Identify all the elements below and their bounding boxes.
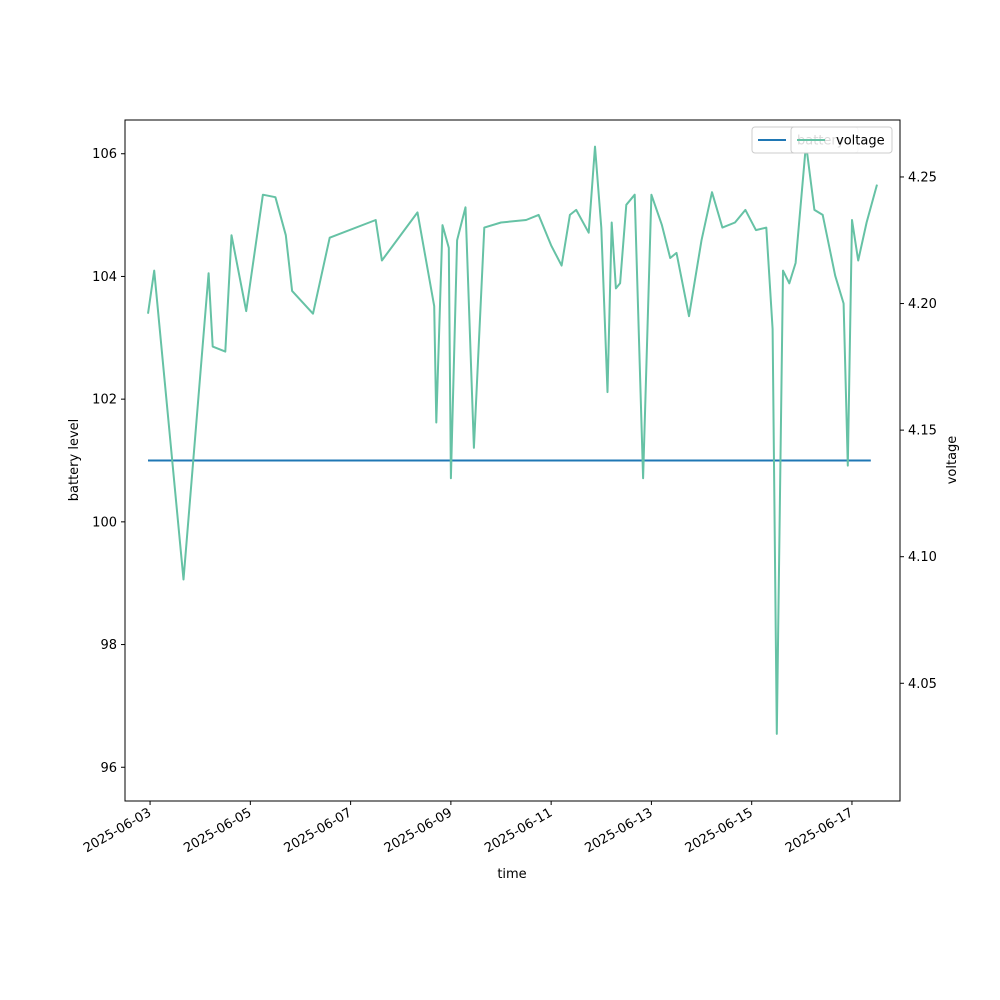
chart-marks bbox=[147, 143, 878, 735]
legend-right-label: voltage bbox=[836, 134, 885, 149]
y-left-tick-label-5: 106 bbox=[92, 147, 117, 162]
y-right-tick-label-1: 4.10 bbox=[908, 550, 937, 565]
y-axis-right-label: voltage bbox=[945, 436, 960, 485]
axes: 96 98 100 102 104 106 4.05 4.10 4.15 4.20 4.25 2025… bbox=[81, 147, 937, 856]
x-tick-label-5: 2025-06-13 bbox=[582, 805, 655, 856]
y-left-tick-label-1: 98 bbox=[100, 638, 117, 653]
x-tick-label-4: 2025-06-11 bbox=[482, 805, 555, 856]
x-axis-label: time bbox=[497, 867, 526, 882]
x-tick-label-7: 2025-06-17 bbox=[783, 805, 856, 856]
x-tick-label-2: 2025-06-07 bbox=[282, 805, 355, 856]
y-right-tick-label-2: 4.15 bbox=[908, 424, 937, 439]
x-tick-label-3: 2025-06-09 bbox=[382, 805, 455, 856]
y-right-tick-label-0: 4.05 bbox=[908, 677, 937, 692]
series-line-voltage bbox=[147, 143, 878, 735]
legend-right-box bbox=[790, 126, 893, 154]
y-right-tick-label-3: 4.20 bbox=[908, 297, 937, 312]
x-tick-label-0: 2025-06-03 bbox=[81, 805, 154, 856]
x-tick-label-1: 2025-06-05 bbox=[181, 805, 254, 856]
legend-right: voltage bbox=[790, 126, 893, 154]
y-right-tick-label-4: 4.25 bbox=[908, 170, 937, 185]
y-left-tick-label-4: 104 bbox=[92, 270, 117, 285]
y-left-tick-label-3: 102 bbox=[92, 393, 117, 408]
y-axis-left-label: battery level bbox=[67, 419, 82, 502]
x-tick-label-6: 2025-06-15 bbox=[683, 805, 756, 856]
y-left-tick-label-0: 96 bbox=[100, 761, 117, 776]
plot-frame bbox=[124, 119, 901, 802]
y-left-tick-label-2: 100 bbox=[92, 515, 117, 530]
